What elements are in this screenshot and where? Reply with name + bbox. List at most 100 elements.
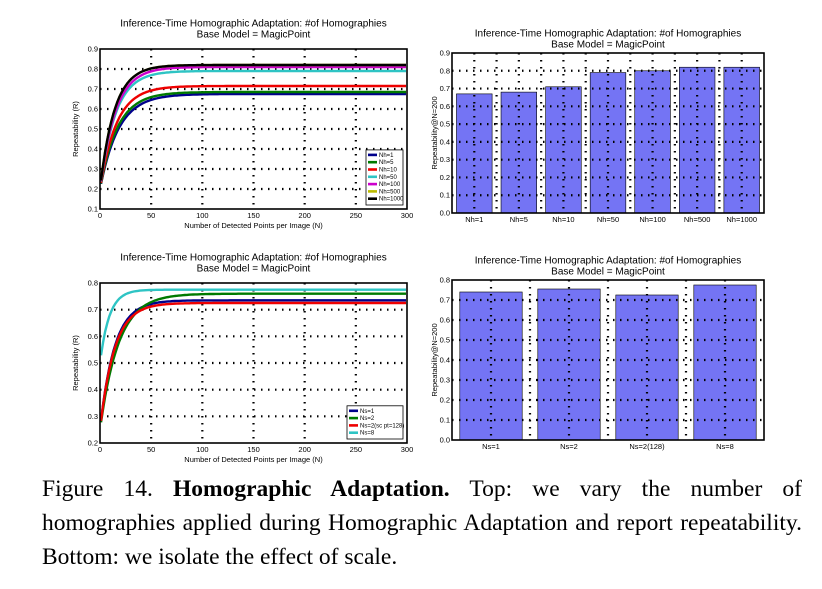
x-tick-label: 250 xyxy=(350,211,363,220)
y-tick-label: 0.1 xyxy=(440,416,450,425)
x-tick-label: 0 xyxy=(98,445,102,454)
bar-chart-scales: Inference-Time Homographic Adaptation: #… xyxy=(430,255,765,451)
bar xyxy=(679,66,716,214)
y-tick-label: 0.0 xyxy=(440,436,450,445)
series-line xyxy=(99,90,406,184)
x-tick-label: Ns=1 xyxy=(482,442,500,451)
bar-chart-homographies: Inference-Time Homographic Adaptation: #… xyxy=(430,28,765,224)
bar xyxy=(615,294,679,441)
series-line xyxy=(99,63,406,181)
x-tick-label: Nh=1000 xyxy=(726,215,757,224)
series-line xyxy=(99,288,406,356)
legend-label: Nh=500 xyxy=(379,189,401,195)
y-tick-label: 0.6 xyxy=(440,316,450,325)
figure-text: Top: we vary the number of homographies … xyxy=(42,476,802,570)
x-axis-label: Number of Detected Points per Image (N) xyxy=(184,455,323,464)
x-tick-label: 150 xyxy=(247,211,260,220)
x-tick-label: 250 xyxy=(350,445,363,454)
x-tick-label: 300 xyxy=(401,211,414,220)
chart-title: Inference-Time Homographic Adaptation: #… xyxy=(475,28,741,39)
y-tick-label: 0.3 xyxy=(440,155,450,164)
chart-subtitle: Base Model = MagicPoint xyxy=(551,39,665,50)
y-tick-label: 0.8 xyxy=(88,65,98,74)
y-tick-label: 0.6 xyxy=(88,105,98,114)
y-tick-label: 0.3 xyxy=(440,376,450,385)
bar xyxy=(500,91,537,214)
legend-box xyxy=(365,149,404,206)
x-tick-label: Ns=2(128) xyxy=(629,442,665,451)
y-tick-label: 0.9 xyxy=(440,49,450,58)
y-tick-label: 0.0 xyxy=(440,209,450,218)
series-line xyxy=(99,69,406,182)
chart-title: Inference-Time Homographic Adaptation: #… xyxy=(120,252,386,263)
y-tick-label: 0.1 xyxy=(440,191,450,200)
y-axis-label: Repeatability@N=200 xyxy=(430,96,439,169)
y-tick-label: 0.2 xyxy=(440,173,450,182)
x-tick-label: Nh=10 xyxy=(552,215,574,224)
line-chart-scales: Inference-Time Homographic Adaptation: #… xyxy=(71,252,413,464)
y-tick-label: 0.8 xyxy=(440,66,450,75)
legend-label: Nh=5 xyxy=(379,160,394,166)
y-axis-label: Repeatability@N=200 xyxy=(430,323,439,396)
chart-title: Inference-Time Homographic Adaptation: #… xyxy=(120,18,386,29)
series-line xyxy=(99,299,406,421)
y-axis-label: Repeatability (R) xyxy=(71,101,80,157)
y-tick-label: 0.1 xyxy=(88,205,98,214)
y-tick-label: 0.6 xyxy=(88,332,98,341)
y-tick-label: 0.9 xyxy=(88,45,98,54)
y-tick-label: 0.4 xyxy=(88,385,98,394)
legend-label: Ns=2(sc pt=128) xyxy=(360,423,404,429)
y-tick-label: 0.7 xyxy=(88,305,98,314)
x-tick-label: 100 xyxy=(196,211,209,220)
x-tick-label: Nh=50 xyxy=(597,215,619,224)
series-line xyxy=(99,84,406,184)
x-tick-label: 200 xyxy=(298,445,311,454)
legend-label: Nh=100 xyxy=(379,182,401,188)
y-tick-label: 0.5 xyxy=(88,125,98,134)
bar xyxy=(545,86,582,214)
y-tick-label: 0.8 xyxy=(88,279,98,288)
x-tick-label: Nh=5 xyxy=(510,215,528,224)
bar xyxy=(459,291,523,441)
chart-subtitle: Base Model = MagicPoint xyxy=(197,263,311,274)
y-tick-label: 0.6 xyxy=(440,102,450,111)
line-chart-homographies: Inference-Time Homographic Adaptation: #… xyxy=(71,18,414,230)
figure-label: Figure 14. xyxy=(42,476,153,502)
plot-frame xyxy=(99,282,408,444)
chart-title: Inference-Time Homographic Adaptation: #… xyxy=(475,255,741,266)
bar xyxy=(723,66,760,214)
plot-frame xyxy=(451,279,765,441)
y-tick-label: 0.2 xyxy=(88,439,98,448)
legend-label: Ns=1 xyxy=(360,409,375,415)
bar xyxy=(634,70,671,214)
chart-subtitle: Base Model = MagicPoint xyxy=(197,29,311,40)
x-tick-label: 100 xyxy=(196,445,209,454)
plot-frame xyxy=(99,48,408,210)
y-tick-label: 0.3 xyxy=(88,165,98,174)
plot-frame xyxy=(451,52,765,214)
y-tick-label: 0.5 xyxy=(440,336,450,345)
chart-subtitle: Base Model = MagicPoint xyxy=(551,266,665,277)
x-tick-label: Nh=500 xyxy=(684,215,710,224)
figure-heading: Homographic Adaptation. xyxy=(172,476,450,502)
y-tick-label: 0.3 xyxy=(88,412,98,421)
y-axis-label: Repeatability (R) xyxy=(71,335,80,391)
y-tick-label: 0.4 xyxy=(440,356,450,365)
series-line xyxy=(99,63,406,181)
y-tick-label: 0.7 xyxy=(440,296,450,305)
x-axis-label: Number of Detected Points per Image (N) xyxy=(184,221,323,230)
y-tick-label: 0.2 xyxy=(440,396,450,405)
x-tick-label: 200 xyxy=(298,211,311,220)
y-tick-label: 0.5 xyxy=(440,120,450,129)
y-tick-label: 0.7 xyxy=(88,85,98,94)
y-tick-label: 0.7 xyxy=(440,84,450,93)
series-line xyxy=(99,65,406,182)
x-tick-label: 50 xyxy=(147,445,155,454)
legend-label: Nh=10 xyxy=(379,168,398,174)
legend-label: Ns=8 xyxy=(360,431,375,437)
legend-label: Nh=50 xyxy=(379,175,398,181)
x-tick-label: Nh=100 xyxy=(639,215,665,224)
legend-label: Nh=1 xyxy=(379,153,394,159)
series-line xyxy=(99,92,406,185)
y-tick-label: 0.5 xyxy=(88,359,98,368)
